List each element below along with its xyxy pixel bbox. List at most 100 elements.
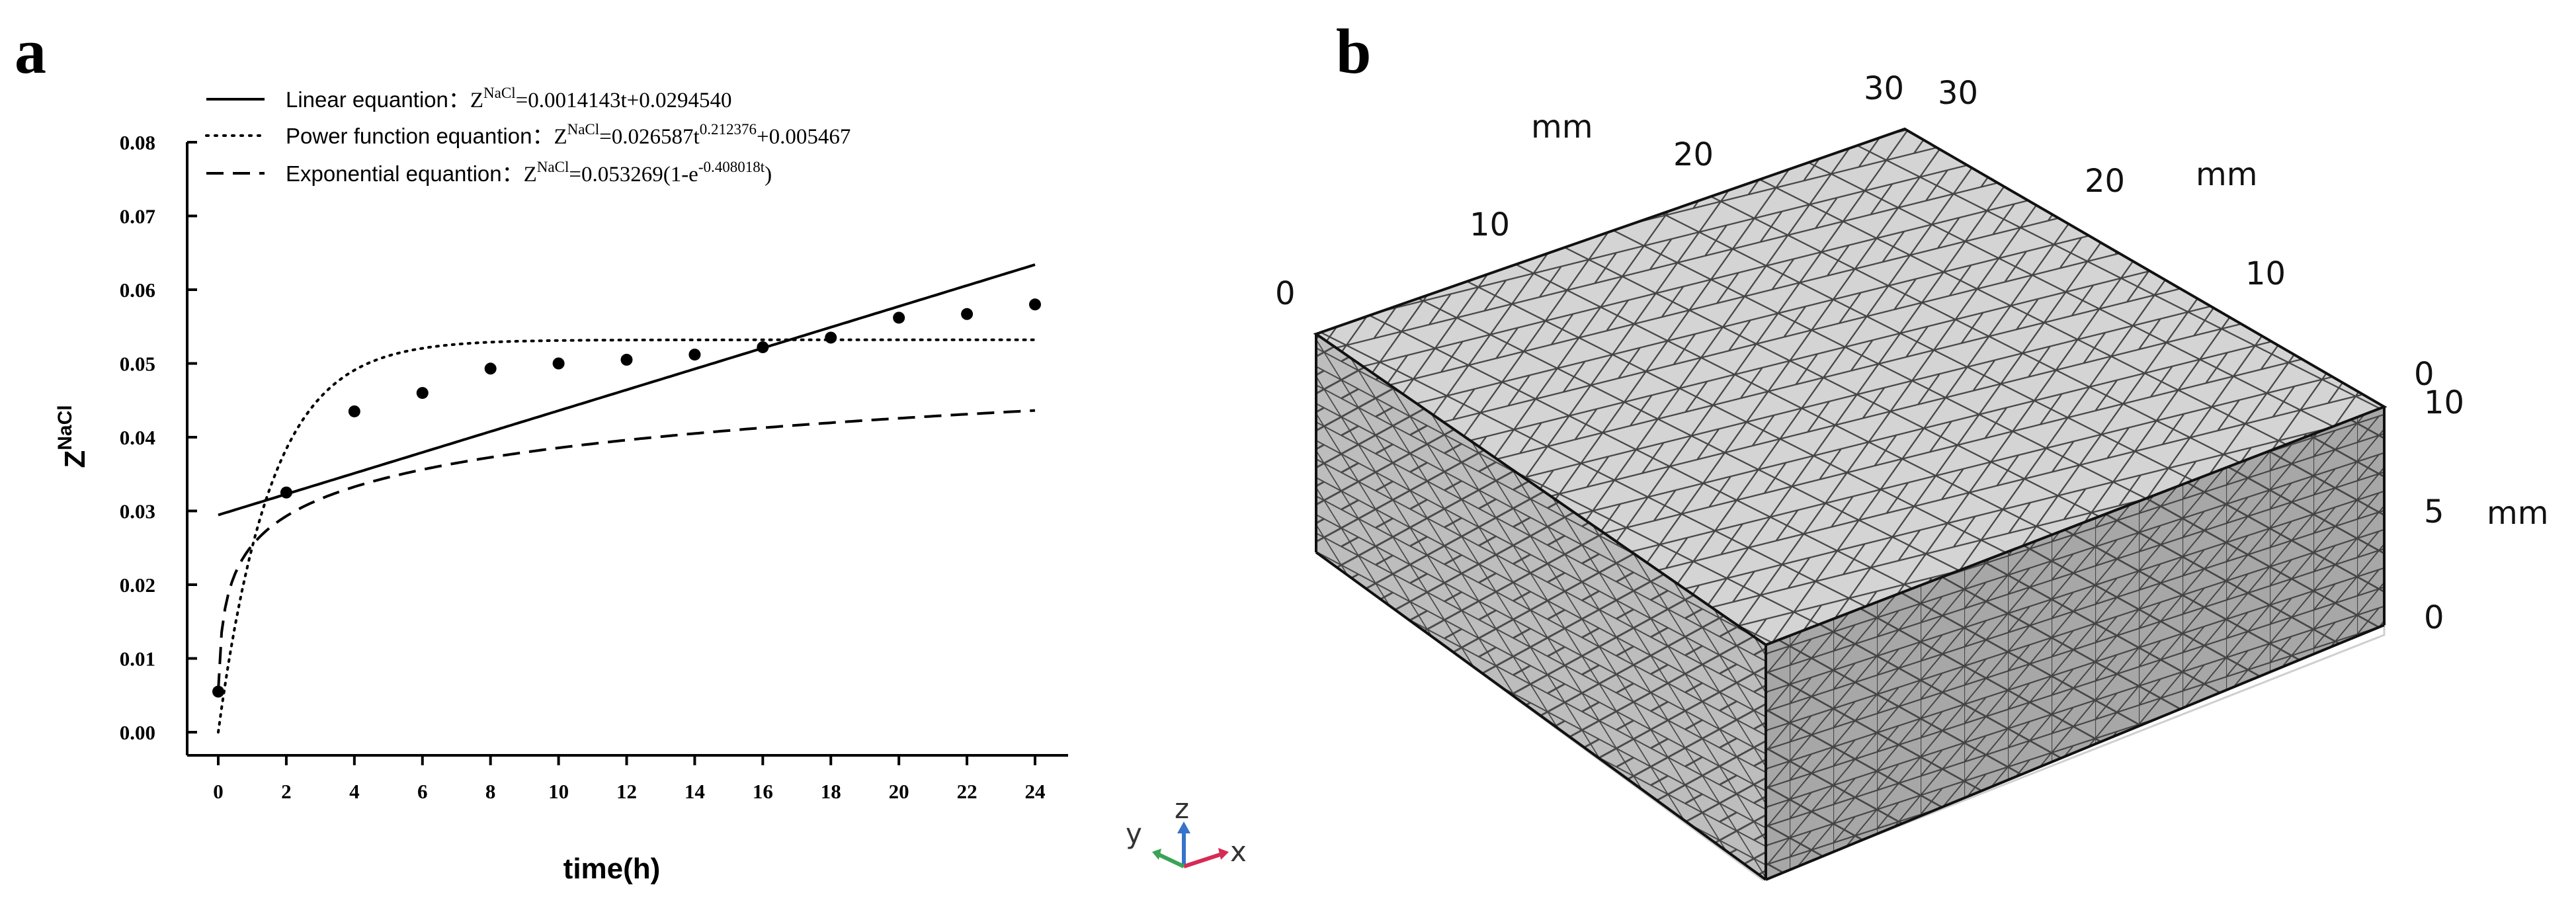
- x-axis-tick-30: 30: [1864, 70, 1904, 107]
- triad-z-head: [1177, 821, 1190, 833]
- mesh-top-triangles: [1316, 129, 2384, 645]
- triad-x-head: [1218, 848, 1229, 860]
- x-tick-label: 0: [213, 780, 224, 803]
- x-tick-label: 14: [685, 780, 705, 803]
- x-tick-label: 10: [548, 780, 569, 803]
- y-tick-label: 0.06: [120, 278, 155, 302]
- mesh-panel-b: 0 10 20 30 mm 30 20 10 0 mm 10 5 0 mm: [1275, 70, 2549, 881]
- y-axis-tick-30: 30: [1938, 75, 1978, 112]
- data-point: [757, 341, 769, 353]
- y-axis-label-main: Z: [59, 450, 91, 468]
- x-ticks: 0 2 4 6 8 10 12 14 16 18 20 22 24: [213, 755, 1046, 803]
- y-axis-tick-20: 20: [2085, 163, 2125, 200]
- legend-linear-name: Linear equantion: [286, 87, 448, 112]
- fit-curves: [217, 263, 1036, 734]
- triad-x-arrow: [1183, 853, 1221, 868]
- z-axis-unit: mm: [2487, 495, 2549, 532]
- legend: Linear equantion：ZNaCl=0.0014143t+0.0294…: [205, 85, 851, 187]
- triad-y-head: [1152, 849, 1161, 860]
- mesh-front-triangles: [1766, 407, 2384, 880]
- legend-power-tail: +0.005467: [757, 125, 851, 149]
- mesh-edges: [1313, 127, 2388, 881]
- legend-entry-linear: Linear equantion：ZNaCl=0.0014143t+0.0294…: [286, 85, 732, 112]
- mesh-left-triangles: [1316, 334, 1766, 880]
- data-points: [212, 298, 1041, 698]
- x-tick-label: 4: [349, 780, 360, 803]
- y-tick-label: 0.01: [120, 648, 155, 671]
- data-point: [212, 685, 224, 698]
- legend-exp-exp: -0.408018t: [698, 159, 765, 175]
- x-axis-label: time(h): [563, 853, 661, 885]
- panel-label-b: b: [1336, 16, 1371, 87]
- x-axis-tick-20: 20: [1673, 136, 1714, 173]
- y-ticks: 0.00 0.01 0.02 0.03 0.04 0.05 0.06 0.07 0.08: [120, 131, 197, 744]
- legend-power-exp: 0.212376: [700, 121, 757, 138]
- legend-linear-z: Z: [470, 89, 483, 112]
- x-tick-label: 24: [1025, 780, 1046, 803]
- y-tick-label: 0.05: [120, 353, 155, 376]
- legend-exp-z: Z: [524, 163, 537, 187]
- fit-curve-dotted: [217, 338, 1036, 734]
- legend-exp-eq: =0.053269(1-e: [569, 163, 698, 187]
- y-axis-label-sup: NaCl: [54, 405, 76, 450]
- legend-entry-exponential: Exponential equantion：ZNaCl=0.053269(1-e…: [286, 159, 772, 187]
- fit-curve-solid: [218, 263, 1036, 517]
- mesh-axis-labels: 0 10 20 30 mm 30 20 10 0 mm 10 5 0 mm: [1275, 70, 2549, 636]
- legend-power-sup: NaCl: [567, 121, 600, 138]
- data-point: [961, 308, 974, 320]
- x-tick-label: 12: [616, 780, 637, 803]
- legend-exp-name: Exponential equantion: [286, 161, 502, 186]
- legend-linear-sup: NaCl: [483, 85, 516, 101]
- legend-exp-sup: NaCl: [537, 159, 569, 175]
- panel-label-a: a: [15, 16, 46, 87]
- x-tick-label: 22: [957, 780, 977, 803]
- data-point: [620, 353, 633, 366]
- triad-y-label: y: [1126, 818, 1142, 850]
- legend-power-z: Z: [554, 125, 567, 149]
- data-point: [688, 349, 701, 361]
- data-point: [348, 405, 360, 417]
- z-axis-tick-10: 10: [2424, 384, 2464, 421]
- y-tick-label: 0.08: [120, 131, 155, 154]
- x-tick-label: 16: [753, 780, 773, 803]
- svg-text:ZNaCl: ZNaCl: [54, 405, 91, 468]
- x-axis-tick-0: 0: [1275, 275, 1296, 312]
- legend-linear-eq: =0.0014143t+0.0294540: [516, 89, 732, 112]
- legend-entry-power: Power function equantion：ZNaCl=0.026587t…: [286, 121, 851, 149]
- data-point: [1029, 298, 1041, 311]
- y-tick-label: 0.03: [120, 500, 155, 523]
- data-point: [484, 362, 497, 375]
- y-tick-label: 0.00: [120, 721, 155, 744]
- legend-power-eq: =0.026587t: [599, 125, 700, 149]
- x-axis-unit: mm: [1531, 108, 1593, 146]
- x-tick-label: 18: [821, 780, 841, 803]
- y-tick-label: 0.04: [120, 426, 155, 449]
- y-axis-tick-0: 0: [2414, 356, 2434, 393]
- y-axis-label: ZNaCl: [54, 405, 91, 468]
- y-tick-label: 0.02: [120, 573, 155, 597]
- data-point: [280, 486, 292, 499]
- x-tick-label: 20: [889, 780, 909, 803]
- data-point: [893, 312, 905, 324]
- z-axis-tick-0: 0: [2424, 599, 2444, 636]
- x-tick-label: 2: [281, 780, 292, 803]
- x-tick-label: 6: [417, 780, 428, 803]
- x-tick-label: 8: [485, 780, 496, 803]
- triad-x-label: x: [1230, 835, 1247, 868]
- fit-curve-dashed: [217, 409, 1036, 691]
- coordinate-triad: z x y: [1126, 792, 1247, 868]
- y-tick-label: 0.07: [120, 205, 155, 228]
- triad-y-arrow: [1157, 853, 1185, 868]
- legend-exp-tail: ): [765, 163, 772, 187]
- x-axis-tick-10: 10: [1470, 206, 1510, 243]
- z-axis-tick-5: 5: [2424, 493, 2444, 530]
- data-point: [825, 331, 837, 344]
- data-point: [416, 387, 429, 399]
- legend-power-name: Power function equantion: [286, 124, 532, 148]
- y-axis-unit: mm: [2196, 156, 2258, 193]
- data-point: [552, 357, 565, 370]
- y-axis-tick-10: 10: [2245, 255, 2286, 292]
- triad-z-label: z: [1175, 792, 1189, 825]
